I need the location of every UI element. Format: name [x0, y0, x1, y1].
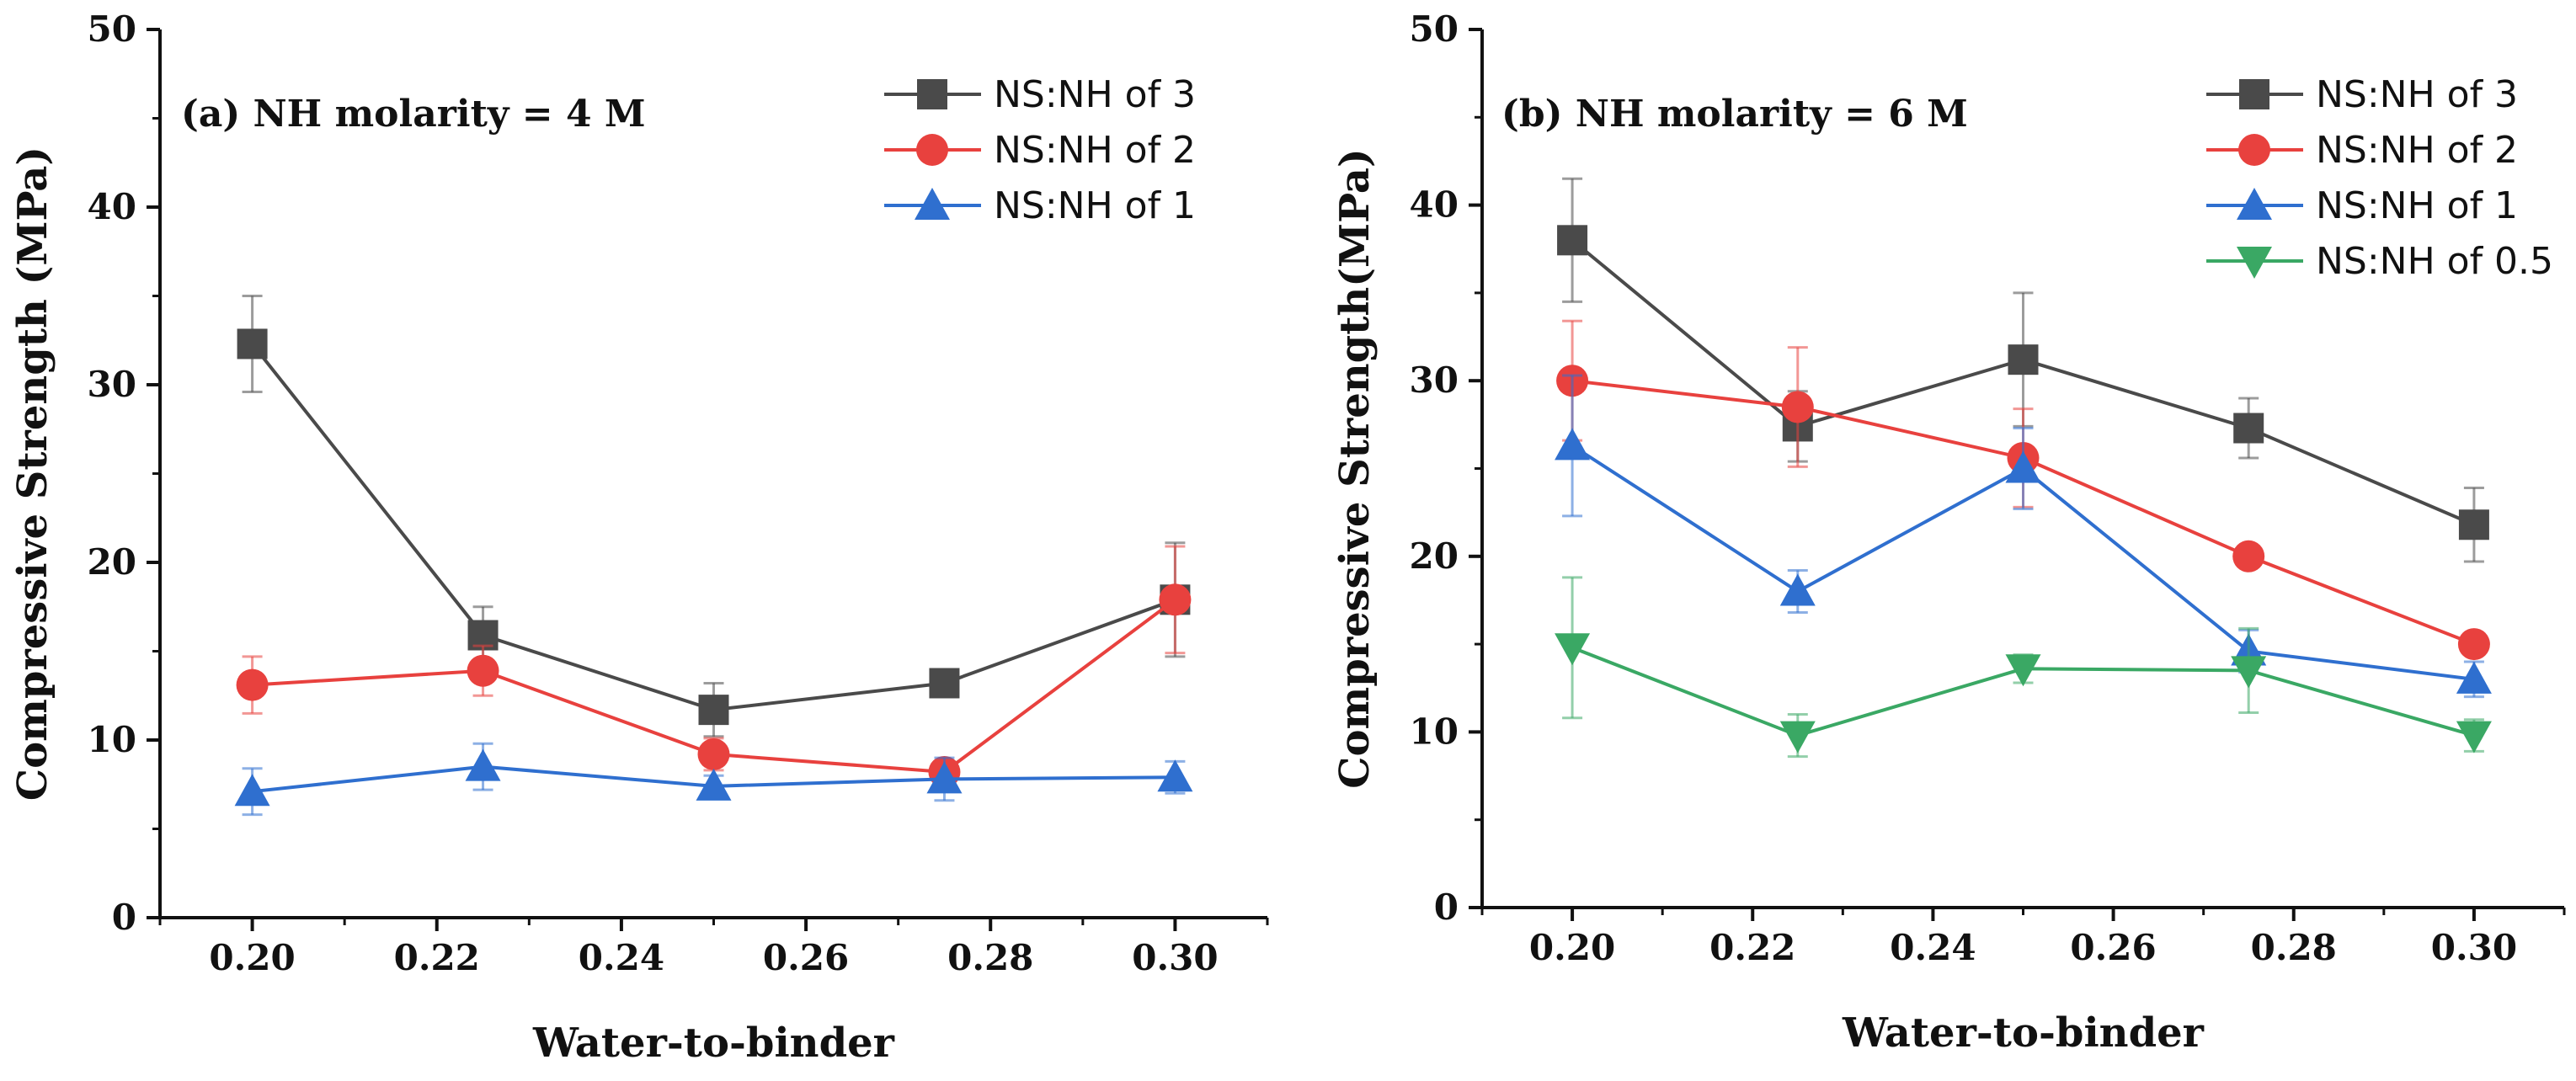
legend-label: NS:NH of 1 [2316, 184, 2518, 227]
x-tick-label: 0.30 [1132, 937, 1218, 978]
y-tick-label: 40 [88, 186, 136, 227]
series-2 [236, 545, 1192, 788]
data-point [2005, 654, 2041, 687]
y-tick-label: 50 [1410, 8, 1459, 50]
y-tick-label: 10 [1410, 711, 1459, 752]
legend-label: NS:NH of 3 [994, 73, 1196, 116]
y-tick-label: 40 [1410, 184, 1459, 226]
x-tick-label: 0.28 [947, 937, 1033, 978]
x-tick-label: 0.20 [209, 937, 295, 978]
legend-label: NS:NH of 1 [994, 184, 1196, 227]
data-point [1555, 428, 1591, 461]
x-axis-title: Water-to-binder [1842, 1009, 2205, 1057]
data-point [1779, 573, 1816, 606]
data-point [234, 774, 270, 807]
series-line [251, 343, 1176, 712]
data-point [2231, 656, 2267, 689]
legend-marker [2237, 247, 2272, 279]
y-tick-label: 50 [88, 8, 136, 50]
legend-marker [915, 188, 950, 220]
legend-label: NS:NH of 0.5 [2316, 240, 2553, 283]
series-1 [237, 295, 1191, 738]
legend: NS:NH of 3 NS:NH of 2 NS:NH of 1 [884, 73, 1196, 227]
y-tick-label: 20 [1410, 535, 1459, 577]
x-tick-label: 0.24 [1890, 927, 1976, 968]
data-point [465, 748, 501, 781]
x-tick-label: 0.22 [394, 937, 480, 978]
data-point [2008, 344, 2039, 375]
chart-panel-b: 0 10 20 30 40 50 0.20 0.22 0.24 0.26 0.28 0.30 Water… [1331, 8, 2566, 1057]
panel-annotation: (b) NH molarity = 6 M [1501, 93, 1968, 136]
y-axis-title: Compressive Strength(MPa) [1331, 148, 1379, 788]
data-point [467, 654, 499, 687]
x-tick-label: 0.28 [2251, 927, 2337, 968]
data-point [1159, 583, 1192, 616]
data-point [929, 668, 960, 699]
data-point [696, 768, 732, 801]
legend-marker [917, 79, 947, 109]
y-tick-label: 30 [88, 364, 136, 405]
y-tick-label: 0 [112, 897, 136, 938]
data-point [1555, 633, 1591, 666]
data-point [2456, 661, 2492, 694]
series-4 [1555, 576, 2492, 759]
data-point [1157, 759, 1193, 792]
y-tick-label: 10 [88, 719, 136, 760]
chart-panel-a: 0 10 20 30 40 50 0.20 0.22 0.24 0.26 0.28 0.30 Water… [9, 8, 1269, 1067]
panel-annotation: (a) NH molarity = 4 M [181, 93, 646, 136]
x-tick-label: 0.20 [1529, 927, 1615, 968]
legend-marker [2237, 188, 2272, 220]
legend-marker [916, 134, 948, 166]
x-tick-label: 0.24 [579, 937, 664, 978]
x-axis-title: Water-to-binder [532, 1020, 895, 1067]
y-tick-label: 20 [88, 541, 136, 583]
data-point [1779, 721, 1816, 754]
legend-label: NS:NH of 2 [994, 129, 1196, 172]
data-point [2456, 721, 2492, 754]
x-tick-label: 0.26 [763, 937, 849, 978]
data-point [2457, 628, 2490, 661]
data-point [2458, 509, 2489, 540]
y-tick-label: 30 [1410, 359, 1459, 401]
data-point [698, 695, 729, 726]
data-point [697, 738, 730, 770]
y-tick-label: 0 [1434, 887, 1459, 928]
x-tick-label: 0.30 [2431, 927, 2517, 968]
y-axis-title: Compressive Strength (MPa) [9, 146, 56, 801]
legend-label: NS:NH of 2 [2316, 129, 2518, 172]
data-point [237, 328, 268, 359]
x-tick-label: 0.22 [1709, 927, 1795, 968]
series-3 [234, 742, 1193, 817]
legend-marker [2239, 79, 2269, 109]
legend-label: NS:NH of 3 [2316, 73, 2518, 116]
data-point [236, 668, 269, 701]
x-tick-label: 0.26 [2070, 927, 2156, 968]
data-point [2233, 413, 2264, 444]
legend: NS:NH of 3 NS:NH of 2 NS:NH of 1 NS:NH of 0… [2206, 73, 2553, 283]
data-point [1557, 225, 1588, 256]
data-point [2232, 540, 2265, 572]
data-point [1781, 391, 1814, 423]
legend-marker [2238, 134, 2270, 166]
data-point [926, 761, 963, 794]
data-point [2005, 450, 2041, 483]
